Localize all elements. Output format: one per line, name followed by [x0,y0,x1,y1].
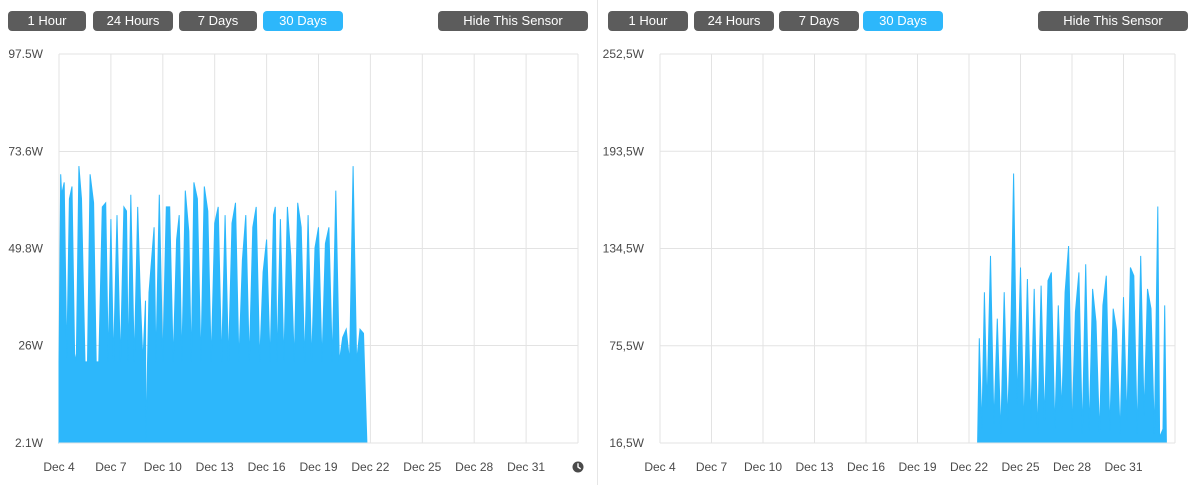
x-tick-label: Dec 28 [1053,460,1091,474]
y-tick-label: 26W [18,339,43,353]
power-chart-right: 16,5W 75,5W 134,5W 193,5W 252,5W Dec 4 Dec 7 De… [603,47,1176,474]
range-30-days-button[interactable]: 30 Days [263,11,343,31]
y-tick-label: 97.5W [8,47,43,61]
x-tick-label: Dec 4 [43,460,75,474]
range-1-hour-button[interactable]: 1 Hour [8,11,86,31]
y-tick-label: 49.8W [8,242,43,256]
x-tick-label: Dec 22 [950,460,988,474]
x-tick-label: Dec 19 [299,460,337,474]
x-tick-label: Dec 7 [696,460,728,474]
x-tick-label: Dec 25 [403,460,441,474]
range-24-hours-button[interactable]: 24 Hours [93,11,173,31]
x-tick-label: Dec 19 [898,460,936,474]
x-tick-label: Dec 25 [1001,460,1039,474]
y-tick-label: 75,5W [609,339,644,353]
range-7-days-button[interactable]: 7 Days [779,11,859,31]
sensor-panel-right: 1 Hour 24 Hours 7 Days 30 Days Hide This… [598,0,1197,485]
y-tick-label: 193,5W [603,144,645,158]
y-tick-label: 252,5W [603,47,645,61]
range-30-days-button[interactable]: 30 Days [863,11,943,31]
x-tick-label: Dec 4 [644,460,676,474]
x-tick-label: Dec 16 [248,460,286,474]
x-tick-label: Dec 13 [795,460,833,474]
x-tick-label: Dec 16 [847,460,885,474]
power-area-series [58,166,578,444]
sensor-panel-left: 1 Hour 24 Hours 7 Days 30 Days Hide This… [0,0,597,485]
power-area-series [660,173,1167,444]
range-1-hour-button[interactable]: 1 Hour [608,11,688,31]
y-tick-label: 134,5W [603,242,645,256]
x-tick-label: Dec 10 [744,460,782,474]
x-tick-label: Dec 13 [196,460,234,474]
x-tick-label: Dec 31 [1104,460,1142,474]
clock-icon[interactable] [572,461,584,473]
range-24-hours-button[interactable]: 24 Hours [694,11,774,31]
y-tick-label: 2.1W [15,436,44,450]
x-tick-label: Dec 22 [351,460,389,474]
x-tick-label: Dec 28 [455,460,493,474]
range-7-days-button[interactable]: 7 Days [179,11,257,31]
hide-sensor-button[interactable]: Hide This Sensor [1038,11,1188,31]
x-tick-label: Dec 7 [95,460,127,474]
hide-sensor-button[interactable]: Hide This Sensor [438,11,588,31]
panel-divider [597,0,598,485]
y-tick-label: 73.6W [8,144,43,158]
y-tick-label: 16,5W [609,436,644,450]
x-tick-label: Dec 31 [507,460,545,474]
x-tick-label: Dec 10 [144,460,182,474]
power-chart-left: 2.1W 26W 49.8W 73.6W 97.5W Dec 4 Dec 7 Dec 10 De… [8,47,579,474]
